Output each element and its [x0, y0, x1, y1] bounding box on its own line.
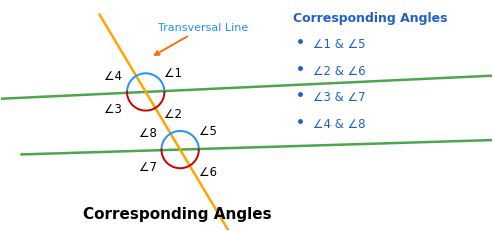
Text: ∠7: ∠7 — [139, 160, 157, 173]
Text: Transversal Line: Transversal Line — [155, 23, 248, 56]
Text: ∠1 & ∠5: ∠1 & ∠5 — [313, 38, 365, 51]
Text: ∠3: ∠3 — [104, 103, 122, 116]
Text: ∠4: ∠4 — [104, 70, 122, 82]
Text: ∠3 & ∠7: ∠3 & ∠7 — [313, 91, 365, 103]
Text: ∠4 & ∠8: ∠4 & ∠8 — [313, 117, 365, 130]
Text: ∠1: ∠1 — [164, 67, 182, 80]
Text: ∠5: ∠5 — [199, 124, 217, 137]
Text: ∠2 & ∠6: ∠2 & ∠6 — [313, 64, 365, 77]
Text: Corresponding Angles: Corresponding Angles — [293, 12, 448, 25]
Text: ∠6: ∠6 — [199, 165, 217, 178]
Text: ∠8: ∠8 — [139, 127, 157, 140]
Text: Corresponding Angles: Corresponding Angles — [83, 206, 272, 221]
Text: ∠2: ∠2 — [164, 107, 182, 120]
